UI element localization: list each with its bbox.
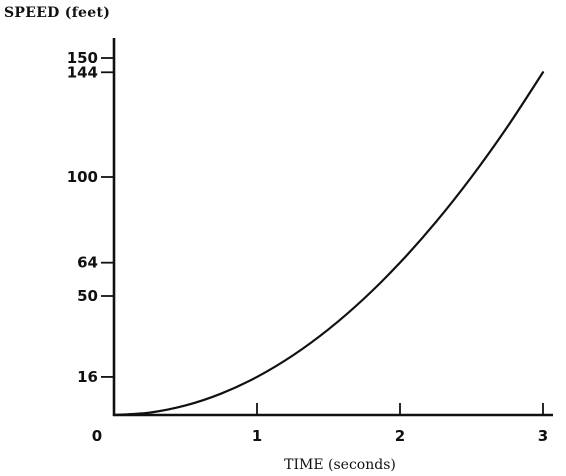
y-tick-label-50: 50 <box>77 287 98 305</box>
x-tick-label-2: 2 <box>395 427 405 445</box>
x-tick-label-0: 0 <box>92 427 102 445</box>
y-tick-label-144: 144 <box>67 63 98 81</box>
x-tick-label-3: 3 <box>538 427 548 445</box>
x-axis-ticks: 0 1 2 3 <box>92 403 548 445</box>
x-tick-label-1: 1 <box>252 427 262 445</box>
x-axis-label: TIME (seconds) <box>284 457 396 473</box>
series-group <box>112 71 545 417</box>
y-axis-label: SPEED (feet) <box>4 5 110 21</box>
y-tick-label-16: 16 <box>77 368 98 386</box>
y-tick-label-150: 150 <box>67 49 98 67</box>
series-line-0 <box>112 71 545 417</box>
y-tick-label-100: 100 <box>67 168 98 186</box>
y-tick-label-64: 64 <box>77 254 98 272</box>
